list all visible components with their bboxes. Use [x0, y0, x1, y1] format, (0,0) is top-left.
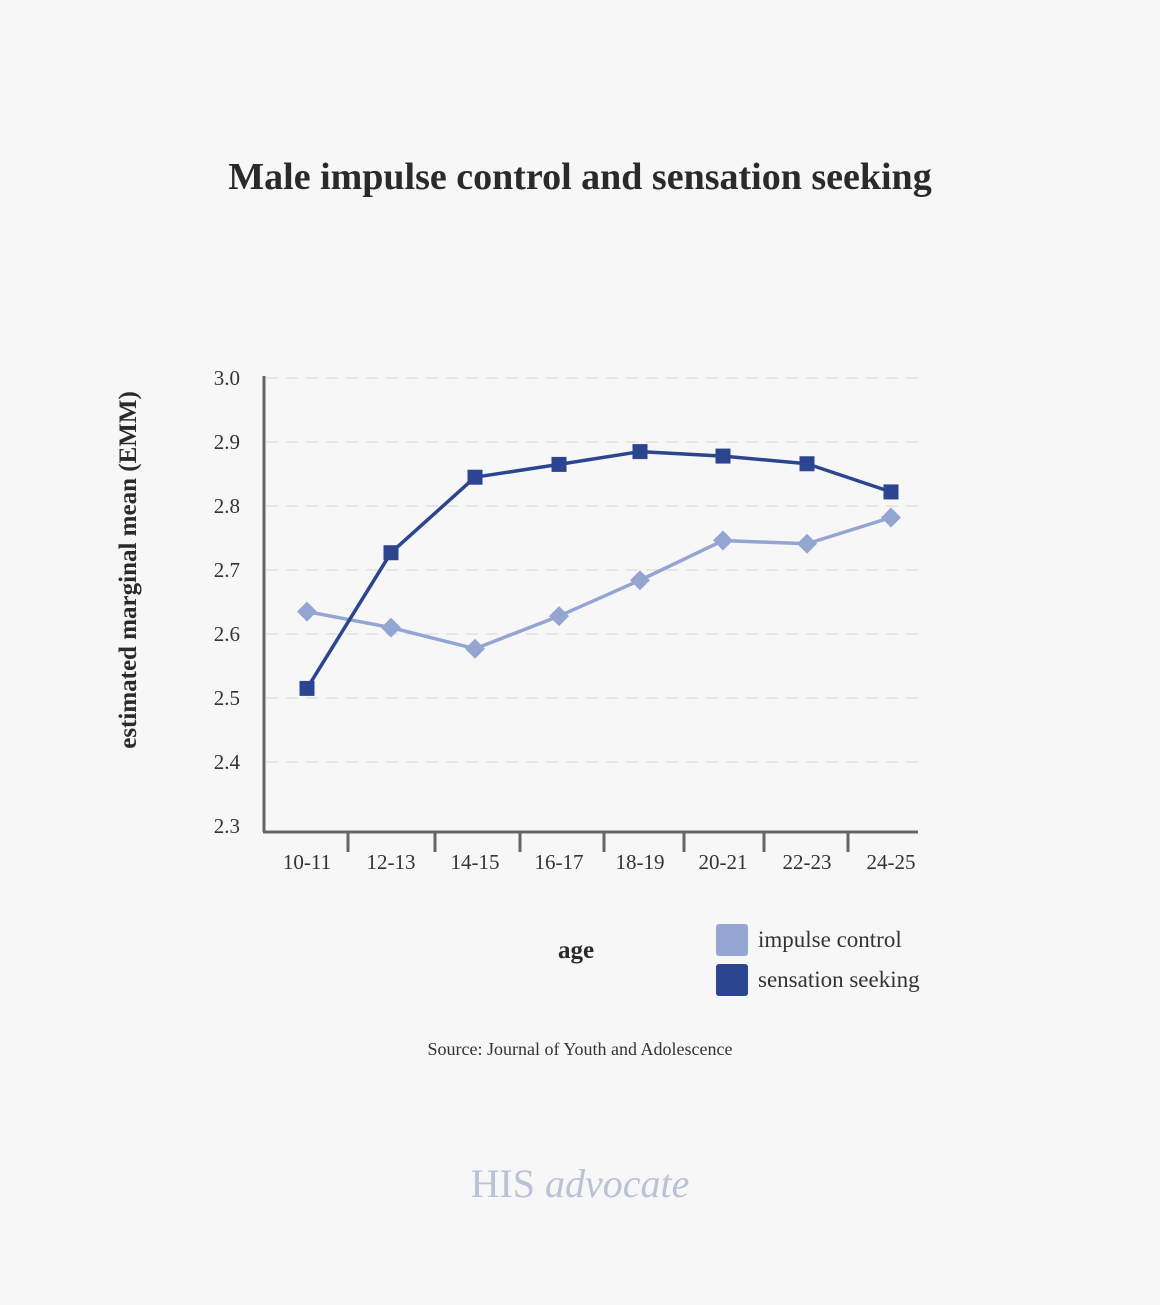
data-point-sensation-seeking — [383, 545, 399, 561]
chart-title: Male impulse control and sensation seeki… — [228, 156, 932, 198]
legend-item-sensation-seeking[interactable]: sensation seeking — [716, 964, 920, 996]
legend-label-impulse-control: impulse control — [758, 927, 902, 952]
legend-swatch-sensation-seeking — [716, 964, 748, 996]
x-tick-label: 22-23 — [783, 850, 832, 874]
legend: impulse control sensation seeking — [716, 924, 920, 1004]
data-point-sensation-seeking — [299, 680, 315, 696]
series-line-sensation-seeking — [305, 449, 892, 690]
brand-suffix: advocate — [545, 1161, 690, 1206]
y-tick-label: 2.3 — [214, 814, 240, 838]
x-tick-label: 20-21 — [699, 850, 748, 874]
y-tick-label: 2.4 — [214, 750, 241, 774]
data-point-impulse-control — [297, 601, 317, 622]
series-line-impulse-control — [306, 515, 892, 651]
data-point-impulse-control — [713, 530, 733, 551]
data-point-sensation-seeking — [883, 484, 899, 500]
legend-item-impulse-control[interactable]: impulse control — [716, 924, 920, 956]
y-tick-label: 2.9 — [214, 430, 240, 454]
data-point-sensation-seeking — [551, 456, 567, 472]
legend-label-sensation-seeking: sensation seeking — [758, 967, 920, 992]
data-point-sensation-seeking — [467, 469, 483, 485]
x-tick-label: 14-15 — [451, 850, 500, 874]
data-point-sensation-seeking — [715, 448, 731, 464]
x-tick-label: 18-19 — [616, 850, 665, 874]
y-tick-label: 3.0 — [214, 366, 240, 390]
y-tick-label: 2.8 — [214, 494, 240, 518]
data-point-impulse-control — [630, 570, 650, 591]
x-tick-label: 16-17 — [535, 850, 584, 874]
data-point-sensation-seeking — [632, 444, 648, 460]
y-tick-label: 2.7 — [214, 558, 240, 582]
y-tick-label: 2.6 — [214, 622, 240, 646]
legend-swatch-impulse-control — [716, 924, 748, 956]
x-tick-label: 12-13 — [367, 850, 416, 874]
data-point-impulse-control — [549, 606, 569, 627]
data-point-impulse-control — [797, 533, 817, 554]
data-point-impulse-control — [881, 507, 901, 528]
x-tick-label: 10-11 — [283, 850, 331, 874]
brand-logo: HIS advocate — [0, 1160, 1160, 1207]
source-note: Source: Journal of Youth and Adolescence — [427, 1039, 733, 1059]
brand-name: HIS — [470, 1161, 536, 1206]
x-axis-label: age — [557, 937, 595, 964]
x-tick-label: 24-25 — [867, 850, 916, 874]
data-point-impulse-control — [381, 617, 401, 638]
y-tick-label: 2.5 — [214, 686, 240, 710]
data-point-impulse-control — [465, 638, 485, 659]
y-axis-label: estimated marginal mean (EMM) — [115, 391, 142, 749]
data-point-sensation-seeking — [799, 456, 815, 472]
